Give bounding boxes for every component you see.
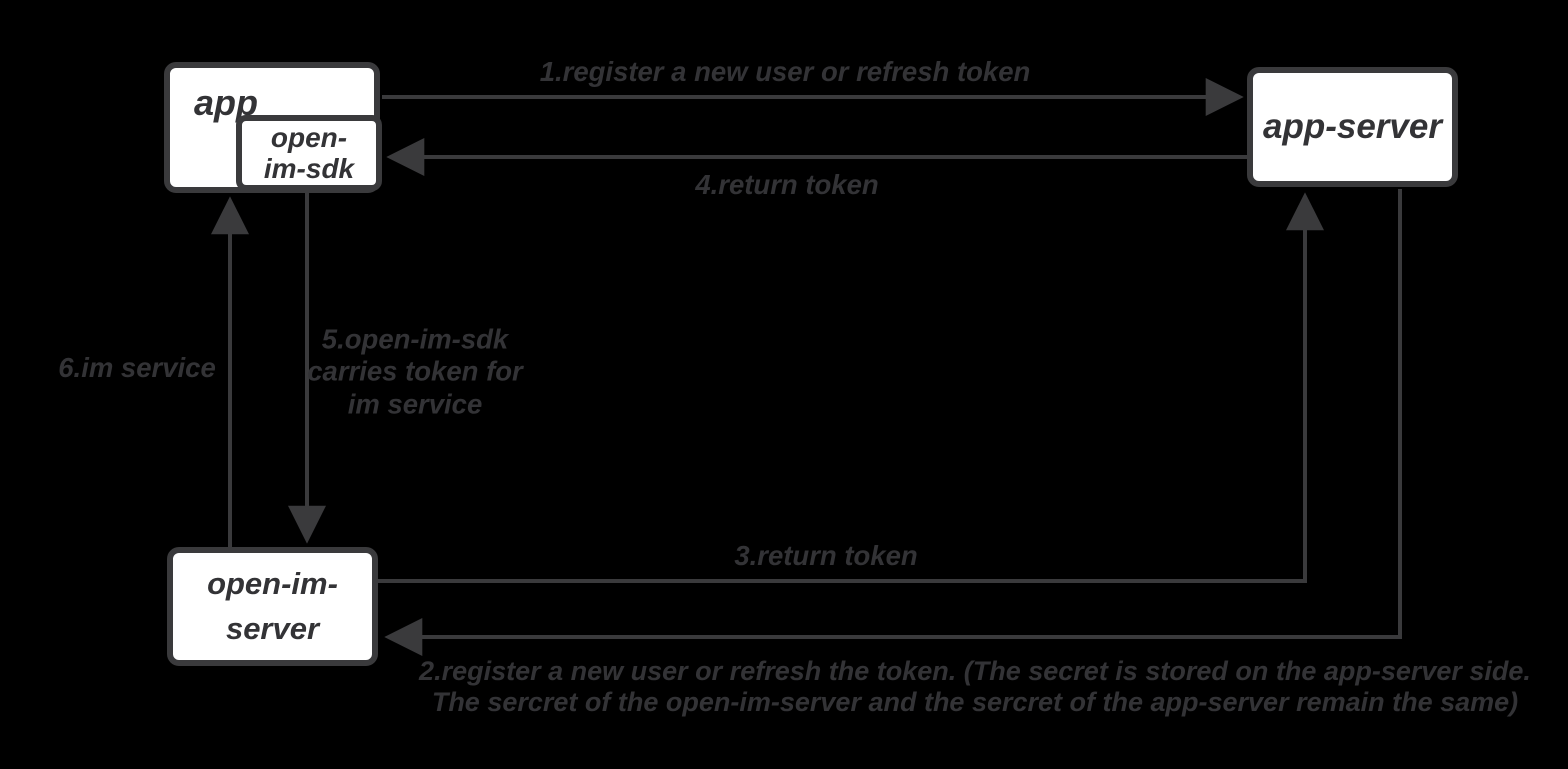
edge-im-service-label: 6.im service <box>58 351 216 383</box>
edge-register-token-label: 1.register a new user or refresh token <box>539 55 1031 87</box>
node-open-im-server-label: open-im- server <box>207 565 338 646</box>
edge-return-token-to-app-server-label: 3.return token <box>734 539 918 571</box>
node-app-server-label: app-server <box>1263 107 1442 146</box>
edge-register-secret-arrow <box>384 189 1402 656</box>
edge-sdk-carries-token-label: 5.open-im-sdk carries token for im servi… <box>307 323 523 420</box>
node-open-im-server: open-im- server <box>167 547 378 666</box>
node-app-server: app-server <box>1247 67 1458 187</box>
edge-return-token-to-app-server-arrow <box>378 192 1324 583</box>
edge-return-token-to-sdk-label: 4.return token <box>695 168 879 200</box>
edge-register-secret-label: 2.register a new user or refresh the tok… <box>419 655 1531 717</box>
node-open-im-sdk-label: open- im-sdk <box>263 121 355 184</box>
node-open-im-sdk: open- im-sdk <box>236 115 382 191</box>
